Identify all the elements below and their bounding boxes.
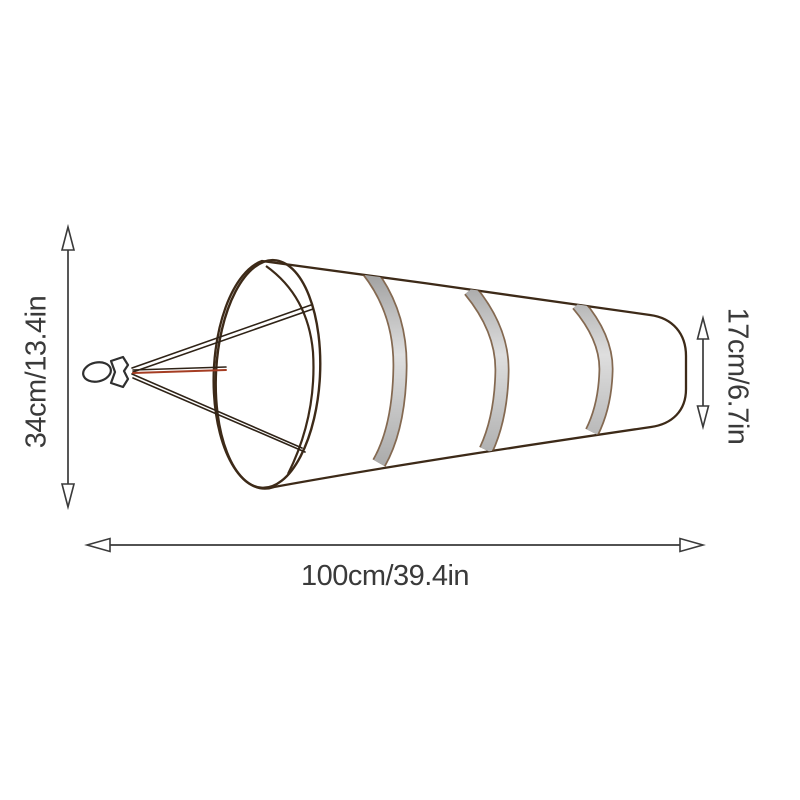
tail-diameter-dimension-label: 17cm/6.7in: [721, 308, 753, 445]
opening-inner-rim: [265, 265, 315, 475]
swivel-hook: [82, 355, 130, 389]
reflective-band-3: [572, 299, 614, 436]
arrow-left-icon: [84, 537, 111, 553]
arrow-up-icon: [696, 314, 710, 340]
reflective-band-1: [362, 265, 408, 467]
tail-diameter-dimension: 17cm/6.7in: [696, 308, 753, 445]
attachment-string-top: [131, 304, 314, 373]
height-dimension: 34cm/13.4in: [21, 223, 76, 511]
height-dimension-label: 34cm/13.4in: [21, 296, 53, 449]
length-dimension: 100cm/39.4in: [84, 537, 706, 592]
windsock-body: [212, 259, 688, 490]
arrow-down-icon: [60, 483, 76, 511]
attachment-strings: [131, 304, 314, 453]
arrow-right-icon: [679, 537, 706, 553]
attachment-string-bottom: [131, 373, 306, 453]
arrow-up-icon: [60, 223, 76, 251]
windsock-opening: [214, 258, 322, 490]
swivel-clip-ring: [82, 361, 112, 383]
reflective-bands: [362, 265, 614, 467]
reflective-band-2: [464, 285, 510, 454]
arrow-down-icon: [696, 405, 710, 431]
attachment-string-middle: [132, 366, 227, 374]
swivel-barrel: [109, 355, 130, 389]
length-dimension-label: 100cm/39.4in: [301, 560, 469, 592]
